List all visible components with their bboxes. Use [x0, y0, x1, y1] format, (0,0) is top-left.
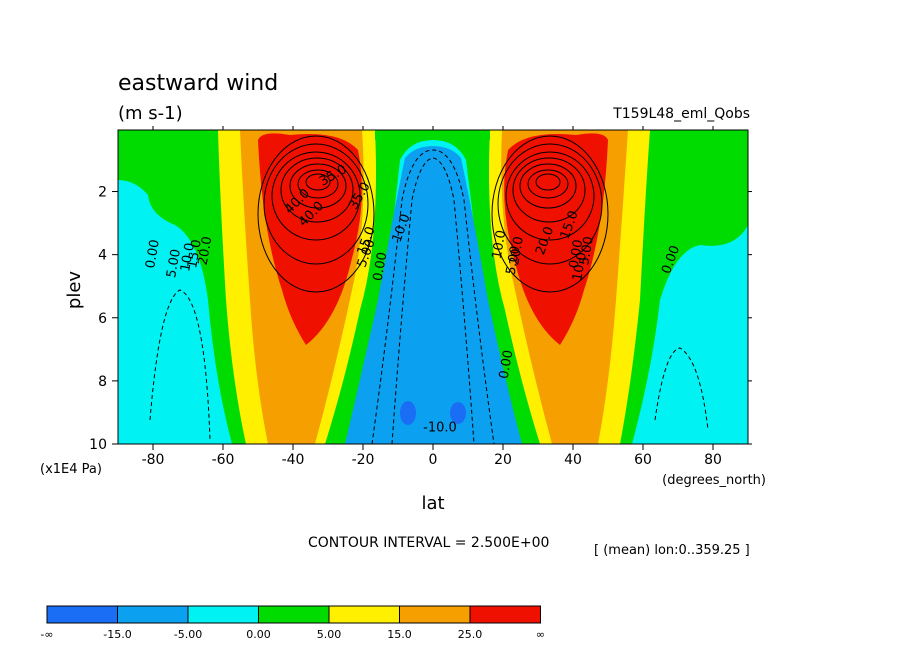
colorbar-label: 0.00	[246, 628, 271, 641]
x-axis-units: (degrees_north)	[662, 473, 766, 488]
contour-label: 0.00	[567, 238, 587, 269]
contour-label: 5.00	[164, 248, 184, 279]
y-tick-label: 10	[89, 437, 107, 453]
contour-label: -10.0	[423, 420, 457, 435]
x-tick-label: 80	[704, 452, 722, 468]
colorbar-label: -5.00	[174, 628, 202, 641]
contour-label: 0.00	[497, 349, 517, 380]
colorbar-label: -∞	[40, 628, 53, 641]
x-tick-label: -80	[142, 452, 165, 468]
y-axis-label: plev	[64, 271, 85, 310]
contour-label: 5.00	[577, 235, 597, 266]
x-tick-label: -20	[352, 452, 375, 468]
contour-label: 20.0	[507, 235, 527, 266]
colorbar-swatch	[46, 605, 118, 624]
negative-isolines	[149, 149, 709, 444]
colorbar: -∞ -15.0 -5.00 0.00 5.00 15.0 25.0 ∞	[40, 605, 545, 641]
jet-isolines	[257, 135, 609, 293]
x-tick-label: -40	[282, 452, 305, 468]
contour-label: 0.00	[371, 251, 391, 282]
y-tick-label: 6	[98, 311, 107, 327]
x-tick-label: 0	[429, 452, 438, 468]
x-tick-label: 20	[494, 452, 512, 468]
y-tick-label: 8	[98, 374, 107, 390]
y-tick-label: 4	[98, 248, 107, 264]
colorbar-swatch	[399, 605, 471, 624]
min-south	[400, 401, 416, 425]
contour-interval: CONTOUR INTERVAL = 2.500E+00	[308, 535, 549, 551]
colorbar-label: ∞	[536, 628, 545, 641]
contour-label: 10.0	[490, 229, 510, 260]
colorbar-label: 25.0	[458, 628, 483, 641]
contour-label: 10.0	[570, 251, 590, 282]
contour-label: 5.00	[504, 245, 524, 276]
colorbar-swatch	[258, 605, 330, 624]
chart-units: (m s-1)	[118, 103, 183, 124]
contour-label: 0.00	[143, 238, 163, 269]
dataset-label: T159L48_eml_Qobs	[612, 106, 750, 122]
contour-label: 10.0	[178, 242, 198, 273]
colorbar-swatch	[469, 605, 541, 624]
colorbar-label: -15.0	[103, 628, 131, 641]
y-axis: 2 4 6 8 10	[89, 185, 752, 453]
y-axis-units: (x1E4 Pa)	[40, 462, 102, 477]
contour-label: 20.0	[196, 235, 216, 266]
x-axis: -80 -60 -40 -20 0 20 40 60 80	[142, 126, 722, 468]
x-tick-label: 40	[564, 452, 582, 468]
y-tick-label: 2	[98, 185, 107, 201]
colorbar-swatch	[328, 605, 400, 624]
x-tick-label: -60	[212, 452, 235, 468]
chart-title: eastward wind	[118, 71, 278, 96]
colorbar-swatch	[117, 605, 189, 624]
mean-note: [ (mean) lon:0..359.25 ]	[594, 543, 750, 558]
band-top-center	[375, 130, 490, 140]
band-neg15-neg5	[345, 146, 522, 444]
colorbar-label: 5.00	[317, 628, 342, 641]
contour-label: 15.0	[185, 238, 205, 269]
contour-fill	[118, 130, 748, 444]
x-axis-label: lat	[421, 493, 444, 514]
x-tick-label: 60	[634, 452, 652, 468]
min-north	[450, 402, 466, 424]
colorbar-swatch	[187, 605, 259, 624]
colorbar-label: 15.0	[387, 628, 412, 641]
